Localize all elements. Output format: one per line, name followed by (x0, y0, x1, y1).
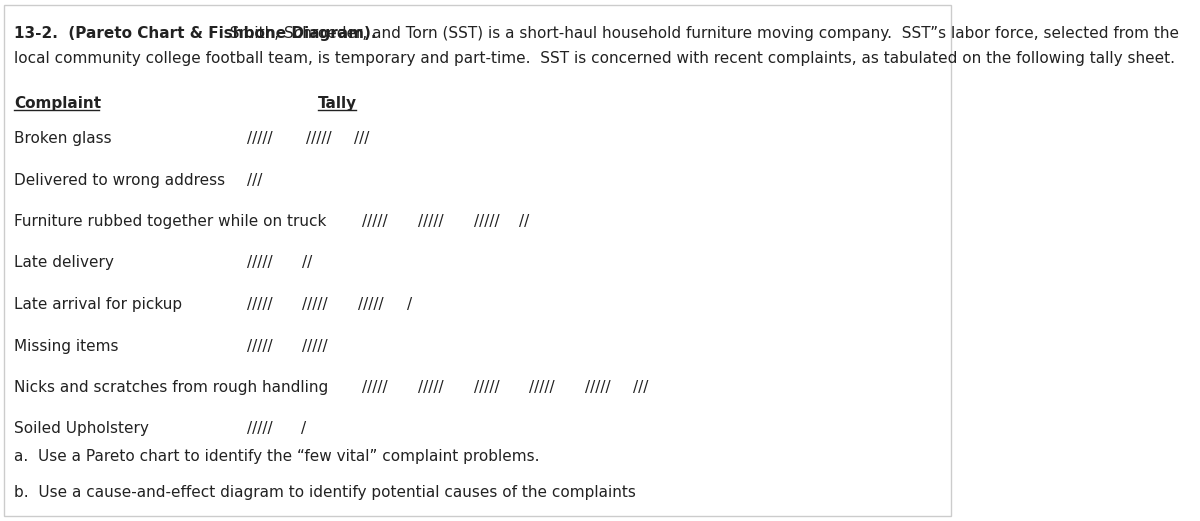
Text: //: // (302, 255, 313, 270)
Text: Nicks and scratches from rough handling: Nicks and scratches from rough handling (14, 380, 329, 395)
Text: /////: ///// (418, 380, 444, 395)
Text: Missing items: Missing items (14, 339, 119, 354)
Text: Smith, Schroeder, and Torn (SST) is a short-haul household furniture moving comp: Smith, Schroeder, and Torn (SST) is a sh… (220, 26, 1178, 41)
Text: Late delivery: Late delivery (14, 255, 114, 270)
Text: /////: ///// (584, 380, 611, 395)
Text: /////: ///// (529, 380, 554, 395)
Text: /////: ///// (418, 214, 444, 229)
Text: Furniture rubbed together while on truck: Furniture rubbed together while on truck (14, 214, 326, 229)
Text: Tally: Tally (318, 96, 358, 111)
Text: Soiled Upholstery: Soiled Upholstery (14, 421, 149, 437)
Text: b.  Use a cause-and-effect diagram to identify potential causes of the complaint: b. Use a cause-and-effect diagram to ide… (14, 485, 636, 500)
Text: /////: ///// (302, 339, 328, 354)
Text: /: / (408, 297, 413, 312)
Text: /////: ///// (247, 131, 272, 146)
Text: Broken glass: Broken glass (14, 131, 112, 146)
Text: /////: ///// (302, 297, 328, 312)
Text: /////: ///// (247, 421, 272, 437)
Text: local community college football team, is temporary and part-time.  SST is conce: local community college football team, i… (14, 51, 1175, 66)
Text: Complaint: Complaint (14, 96, 102, 111)
Text: /////: ///// (358, 297, 384, 312)
Text: a.  Use a Pareto chart to identify the “few vital” complaint problems.: a. Use a Pareto chart to identify the “f… (14, 449, 540, 464)
Text: /////: ///// (247, 339, 272, 354)
FancyBboxPatch shape (4, 5, 952, 516)
Text: Late arrival for pickup: Late arrival for pickup (14, 297, 182, 312)
Text: Delivered to wrong address: Delivered to wrong address (14, 172, 226, 188)
Text: /////: ///// (247, 297, 272, 312)
Text: /////: ///// (474, 380, 499, 395)
Text: /////: ///// (247, 255, 272, 270)
Text: ///: /// (354, 131, 370, 146)
Text: 13-2.  (Pareto Chart & Fishbone Diagram).: 13-2. (Pareto Chart & Fishbone Diagram). (14, 26, 377, 41)
Text: /////: ///// (474, 214, 499, 229)
Text: /////: ///// (306, 131, 332, 146)
Text: /////: ///// (362, 380, 388, 395)
Text: /: / (301, 421, 306, 437)
Text: //: // (518, 214, 529, 229)
Text: ///: /// (247, 172, 262, 188)
Text: /////: ///// (362, 214, 388, 229)
Text: ///: /// (632, 380, 648, 395)
